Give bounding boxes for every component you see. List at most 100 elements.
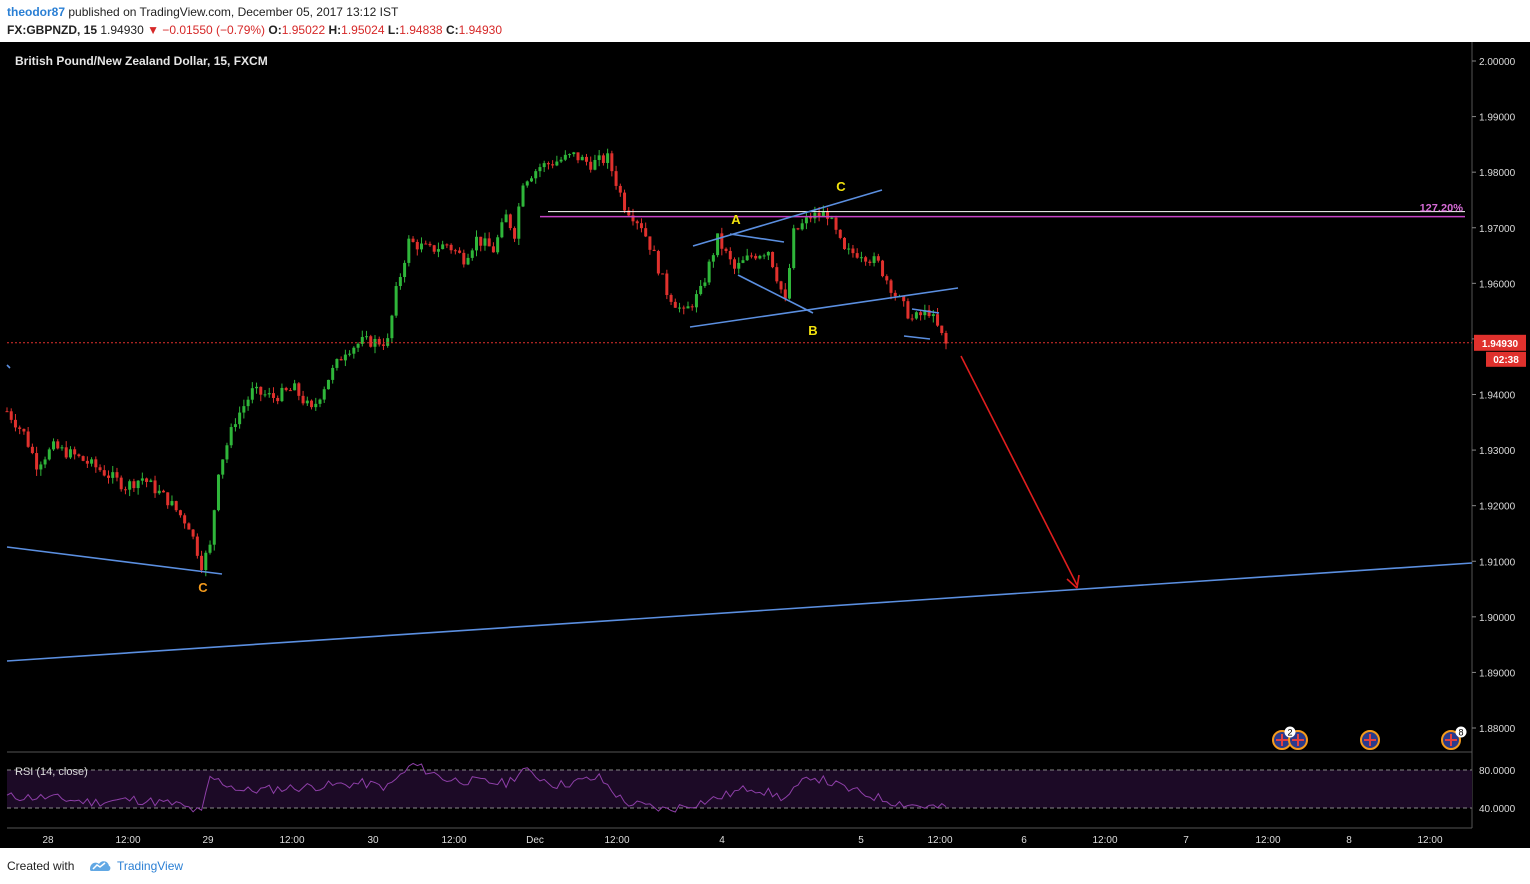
- candle-body: [136, 480, 140, 489]
- candle-body: [771, 251, 775, 268]
- candle-body: [183, 515, 187, 524]
- candle-body: [513, 228, 517, 239]
- candle-body: [356, 343, 360, 348]
- candle-body: [720, 233, 724, 249]
- candle-body: [449, 244, 453, 251]
- ohlc-line: FX:GBPNZD, 15 1.94930 ▼ −0.01550 (−0.79%…: [7, 23, 502, 37]
- candle-body: [178, 510, 182, 516]
- candle-body: [728, 250, 732, 260]
- time-tick-label: 12:00: [441, 835, 466, 846]
- candle-body: [52, 441, 56, 450]
- candle-body: [737, 262, 741, 269]
- time-tick-label: 5: [858, 835, 864, 846]
- candle-body: [365, 336, 369, 338]
- wave-label: B: [808, 323, 817, 338]
- current-price-label: 1.94930: [1482, 339, 1519, 350]
- candle-body: [910, 318, 914, 320]
- candle-body: [466, 257, 470, 265]
- candle-body: [301, 395, 305, 404]
- trend-line: [6, 364, 11, 369]
- price-change: ▼ −0.01550 (−0.79%): [147, 23, 266, 37]
- time-tick-label: 12:00: [1417, 835, 1442, 846]
- candle-body: [500, 222, 504, 238]
- candle-body: [458, 250, 462, 253]
- trend-line: [737, 274, 814, 314]
- low-value: 1.94838: [399, 23, 443, 37]
- candle-body: [711, 255, 715, 262]
- candle-body: [542, 163, 546, 168]
- candle-body: [284, 387, 288, 391]
- created-with-text: Created with: [7, 859, 75, 873]
- candle-body: [902, 296, 906, 302]
- candle-body: [618, 185, 622, 193]
- candle-body: [233, 424, 237, 428]
- flag-cross-icon: [1445, 734, 1457, 746]
- tradingview-logo-icon[interactable]: [88, 857, 112, 873]
- candle-body: [462, 252, 466, 265]
- candle-body: [593, 159, 597, 170]
- flag-cross-icon: [1292, 734, 1304, 746]
- candle-body: [652, 249, 656, 252]
- candle-body: [669, 295, 673, 302]
- candle-body: [216, 474, 220, 511]
- wave-label: C: [198, 580, 208, 595]
- candle-body: [115, 472, 119, 478]
- candle-body: [597, 155, 601, 160]
- candle-body: [648, 236, 652, 250]
- event-count-badge: [1455, 726, 1467, 738]
- candle-body: [331, 367, 335, 380]
- candle-body: [128, 481, 132, 490]
- price-tick-label: 1.92000: [1479, 502, 1516, 513]
- trend-line: [729, 233, 785, 243]
- candle-body: [724, 248, 728, 251]
- candle-body: [407, 238, 411, 263]
- candle-body: [280, 387, 284, 402]
- candle-body: [39, 464, 43, 470]
- candle-body: [788, 268, 791, 299]
- candle-body: [140, 478, 144, 481]
- countdown-tag: [1486, 351, 1526, 367]
- candle-body: [305, 400, 309, 404]
- candle-body: [707, 261, 711, 283]
- rsi-tick-label: 40.0000: [1479, 804, 1516, 815]
- time-tick-label: Dec: [526, 835, 544, 846]
- event-count-label: 8: [1458, 728, 1463, 738]
- price-tick-label: 2.00000: [1479, 57, 1516, 68]
- time-tick-label: 12:00: [604, 835, 629, 846]
- candle-body: [580, 156, 584, 161]
- candle-body: [525, 181, 529, 186]
- author-link[interactable]: theodor87: [7, 5, 66, 19]
- candle-body: [779, 281, 783, 290]
- high-value: 1.95024: [341, 23, 385, 37]
- candle-body: [445, 244, 449, 246]
- time-tick-label: 28: [42, 835, 54, 846]
- candle-body: [326, 379, 330, 390]
- candle-body: [390, 315, 394, 339]
- candle-body: [517, 206, 521, 239]
- chart-area[interactable]: 127.20% C A B C 2 8 2.00000 1.99000 1.98000 1.970…: [0, 42, 1530, 848]
- time-tick-label: 12:00: [927, 835, 952, 846]
- candle-body: [18, 427, 22, 429]
- candle-body: [826, 212, 830, 219]
- candle-body: [322, 389, 326, 400]
- candle-body: [174, 501, 178, 511]
- candle-body: [149, 480, 153, 482]
- candle-body: [792, 228, 796, 269]
- candle-body: [686, 306, 690, 309]
- price-tick-label: 1.88000: [1479, 724, 1516, 735]
- candle-body: [314, 403, 318, 408]
- candle-body: [821, 212, 825, 217]
- candle-body: [432, 245, 436, 252]
- tradingview-brand-link[interactable]: TradingView: [117, 859, 184, 873]
- candle-body: [73, 449, 77, 455]
- candle-body: [665, 273, 669, 296]
- candle-body: [352, 347, 356, 354]
- candle-body: [745, 255, 749, 261]
- candle-body: [521, 185, 525, 207]
- candle-body: [56, 441, 60, 449]
- candle-body: [47, 449, 51, 460]
- candle-body: [487, 238, 491, 247]
- candle-body: [864, 257, 868, 262]
- candle-body: [22, 428, 26, 432]
